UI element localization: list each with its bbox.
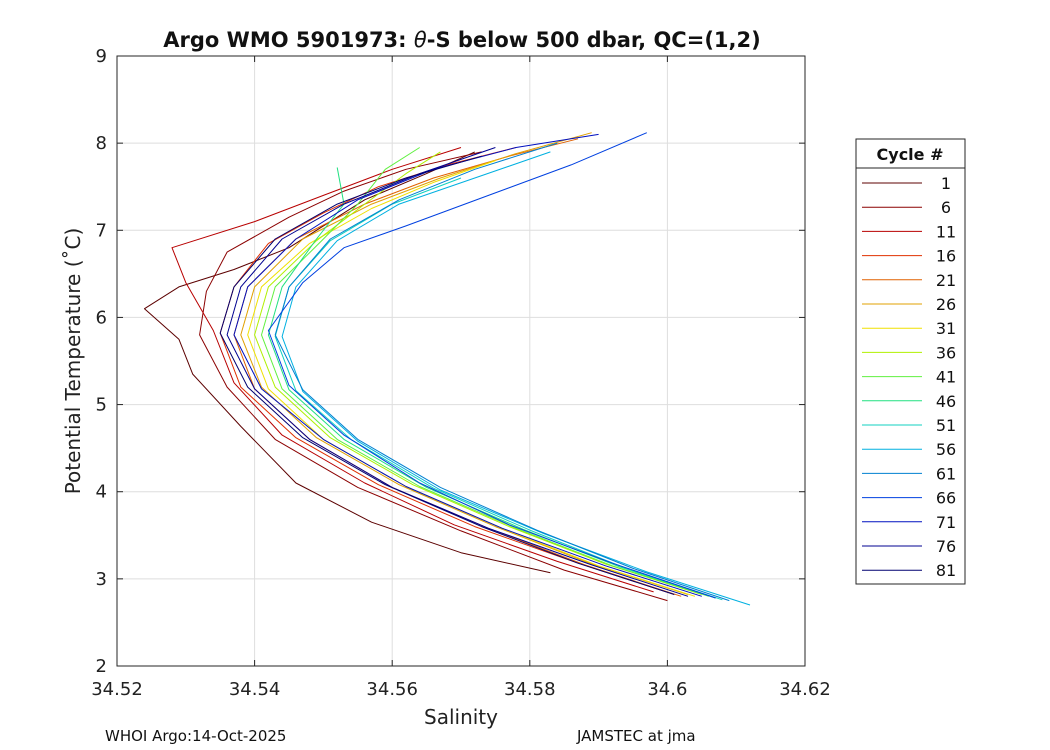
y-tick-label: 4 xyxy=(96,482,107,503)
title-part-1: Argo WMO 5901973: xyxy=(163,28,414,52)
x-axis-label: Salinity xyxy=(424,705,498,729)
footer-left-credit: WHOI Argo:14-Oct-2025 xyxy=(105,727,286,745)
series-line-cycle-81 xyxy=(219,155,675,595)
legend-label-66: 66 xyxy=(936,489,956,508)
series-line-cycle-51 xyxy=(274,177,723,601)
series-line-cycle-26 xyxy=(240,132,689,595)
x-tick-label: 34.54 xyxy=(229,679,281,700)
y-tick-label: 2 xyxy=(96,656,107,677)
legend-label-21: 21 xyxy=(936,271,956,290)
legend-label-51: 51 xyxy=(936,416,956,435)
series-line-cycle-76 xyxy=(226,147,689,597)
y-axis-label: Potential Temperature (˚C) xyxy=(61,228,85,495)
legend-label-61: 61 xyxy=(936,464,956,483)
series-line-cycle-66 xyxy=(267,132,716,599)
data-series xyxy=(144,132,751,606)
legend-label-36: 36 xyxy=(936,343,956,362)
y-tick-label: 7 xyxy=(96,220,107,241)
legend-label-71: 71 xyxy=(936,513,956,532)
x-tick-label: 34.52 xyxy=(91,679,143,700)
title-theta-symbol: θ xyxy=(414,28,427,52)
legend-box xyxy=(855,138,966,585)
series-line-cycle-36 xyxy=(254,151,702,595)
x-tick-label: 34.56 xyxy=(366,679,418,700)
series-line-cycle-6 xyxy=(199,151,668,602)
x-tick-label: 34.6 xyxy=(647,679,687,700)
axis-ticks: 34.52 34.54 34.56 34.58 34.6 34.62 2 3 4 5 6 7 8 9 xyxy=(91,46,831,700)
y-tick-label: 6 xyxy=(96,307,107,328)
series-line-cycle-11 xyxy=(171,147,654,593)
legend-title: Cycle # xyxy=(877,145,944,164)
legend-label-76: 76 xyxy=(936,537,956,556)
legend-label-26: 26 xyxy=(936,295,956,314)
legend-label-46: 46 xyxy=(936,392,956,411)
legend-label-31: 31 xyxy=(936,319,956,338)
series-line-cycle-1 xyxy=(144,151,551,574)
plot-frame xyxy=(116,55,806,667)
chart-title: Argo WMO 5901973: θ-S below 500 dbar, QC… xyxy=(163,28,760,52)
legend-label-41: 41 xyxy=(936,368,956,387)
legend-label-1: 1 xyxy=(941,174,951,193)
x-tick-label: 34.58 xyxy=(504,679,556,700)
legend-label-16: 16 xyxy=(936,247,956,266)
footer-right-credit: JAMSTEC at jma xyxy=(576,727,696,745)
y-tick-label: 5 xyxy=(96,395,107,416)
y-tick-label: 3 xyxy=(96,569,107,590)
x-tick-label: 34.62 xyxy=(779,679,831,700)
y-tick-label: 8 xyxy=(96,133,107,154)
title-part-2: -S below 500 dbar, QC=(1,2) xyxy=(427,28,761,52)
legend-label-6: 6 xyxy=(941,198,951,217)
series-line-cycle-61 xyxy=(274,142,730,602)
y-tick-label: 9 xyxy=(96,46,107,67)
legend-label-11: 11 xyxy=(936,222,956,241)
legend-label-56: 56 xyxy=(936,440,956,459)
legend-label-81: 81 xyxy=(936,561,956,580)
